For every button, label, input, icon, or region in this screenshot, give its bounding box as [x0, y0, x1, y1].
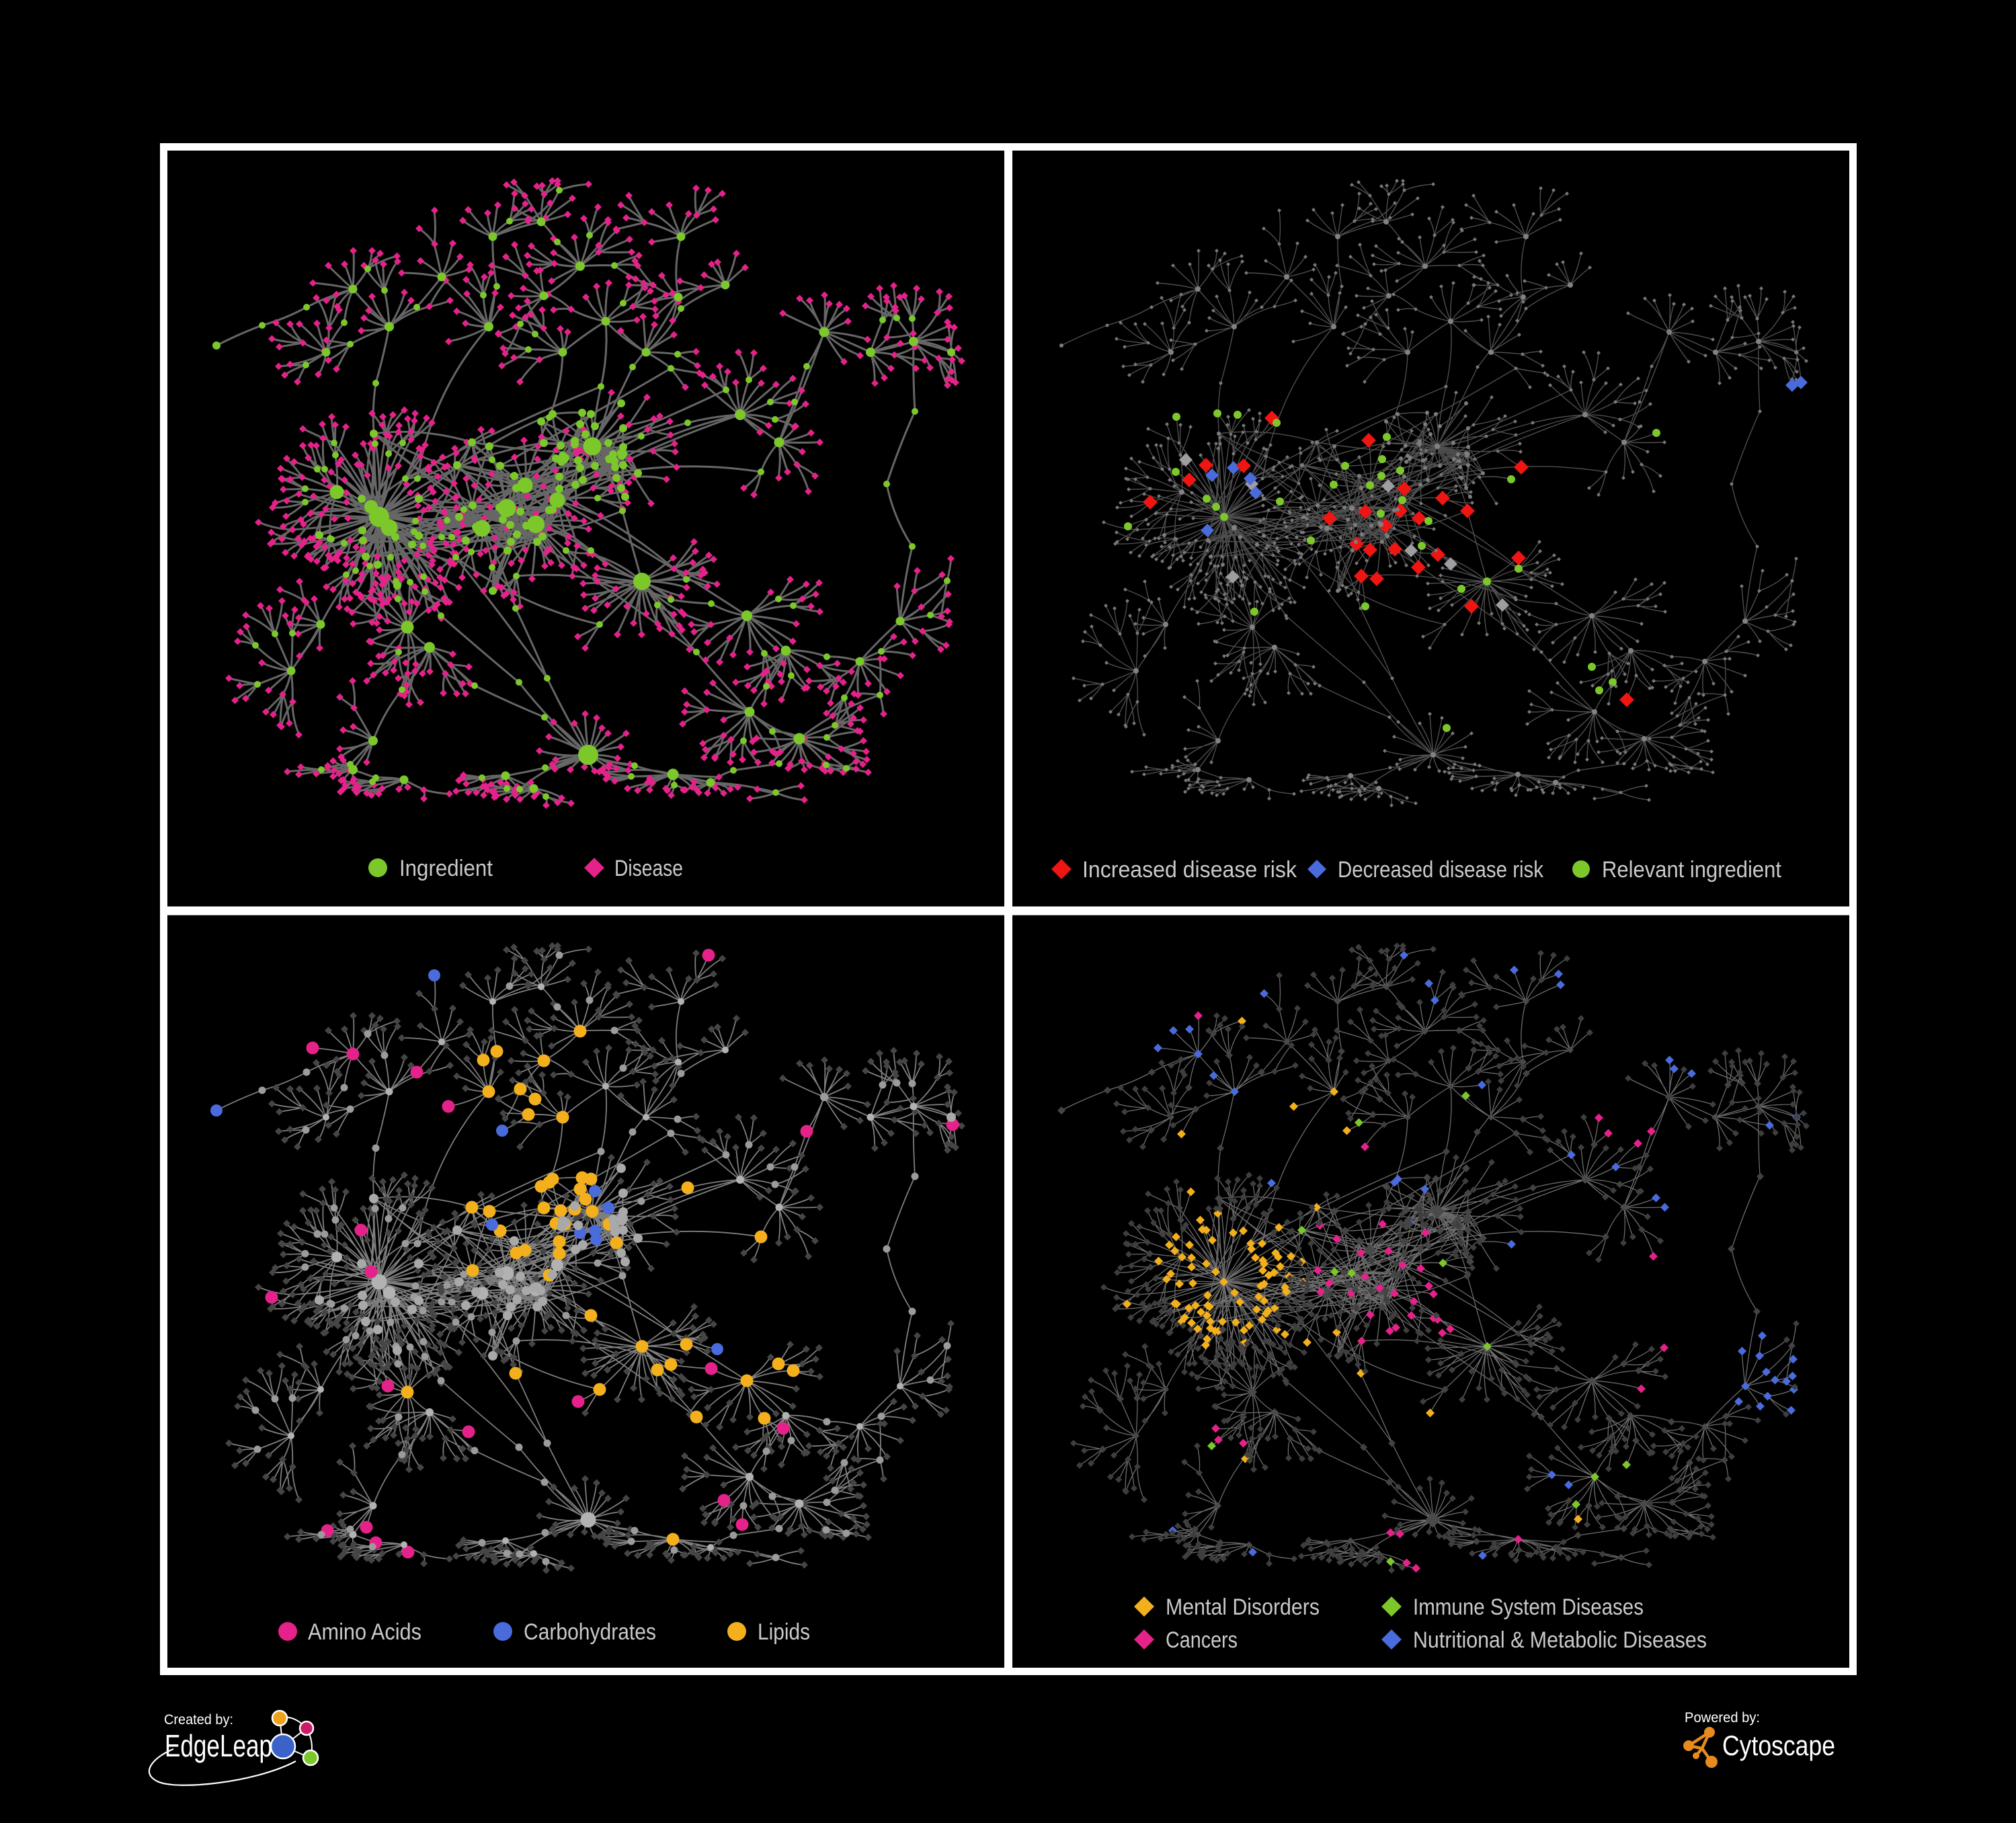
- svg-text:Amino Acids: Amino Acids: [308, 1619, 421, 1645]
- svg-text:Relevant ingredient: Relevant ingredient: [1602, 857, 1782, 883]
- svg-text:Lipids: Lipids: [758, 1619, 810, 1645]
- svg-text:Cytoscape: Cytoscape: [1722, 1730, 1835, 1761]
- svg-text:Powered by:: Powered by:: [1685, 1710, 1760, 1726]
- svg-text:Cancers: Cancers: [1166, 1627, 1238, 1653]
- svg-text:Carbohydrates: Carbohydrates: [524, 1619, 656, 1645]
- svg-text:Increased disease risk: Increased disease risk: [1082, 857, 1297, 883]
- svg-text:Created by:: Created by:: [164, 1712, 233, 1728]
- svg-text:Disease: Disease: [614, 856, 683, 881]
- svg-text:Ingredient: Ingredient: [399, 856, 493, 881]
- svg-text:EdgeLeap: EdgeLeap: [165, 1728, 272, 1763]
- svg-text:Decreased disease risk: Decreased disease risk: [1338, 857, 1544, 883]
- svg-text:Mental Disorders: Mental Disorders: [1166, 1594, 1320, 1620]
- svg-text:Nutritional & Metabolic Diseas: Nutritional & Metabolic Diseases: [1413, 1627, 1707, 1653]
- svg-text:Immune System Diseases: Immune System Diseases: [1413, 1594, 1644, 1620]
